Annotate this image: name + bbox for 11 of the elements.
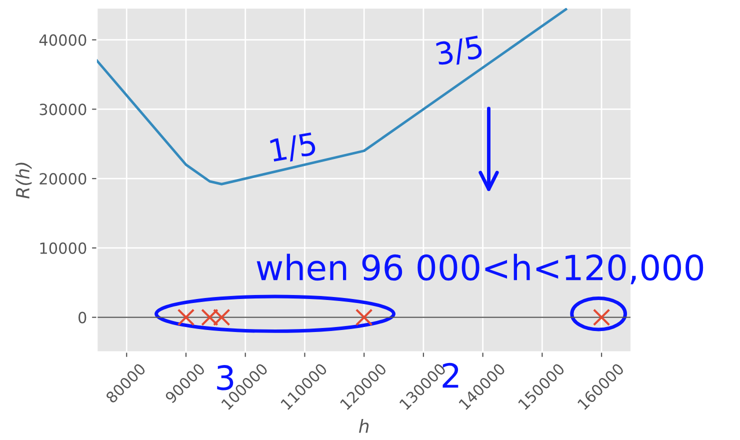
y-axis-title: R(h) [16,162,32,199]
annotation: 1/5 [270,132,317,164]
annotation: when 96 000<h<120,000 [256,254,704,284]
text: 2 [442,362,458,388]
y-tick-label: 30000 [40,104,86,116]
y-tick-label: 0 [78,312,86,324]
x-axis-title: h [358,418,369,433]
annotation: 3/5 [435,34,484,68]
y-tick-label: 40000 [39,34,86,46]
y-tick-label: 20000 [40,173,86,185]
y-tick-label: 10000 [40,242,86,254]
